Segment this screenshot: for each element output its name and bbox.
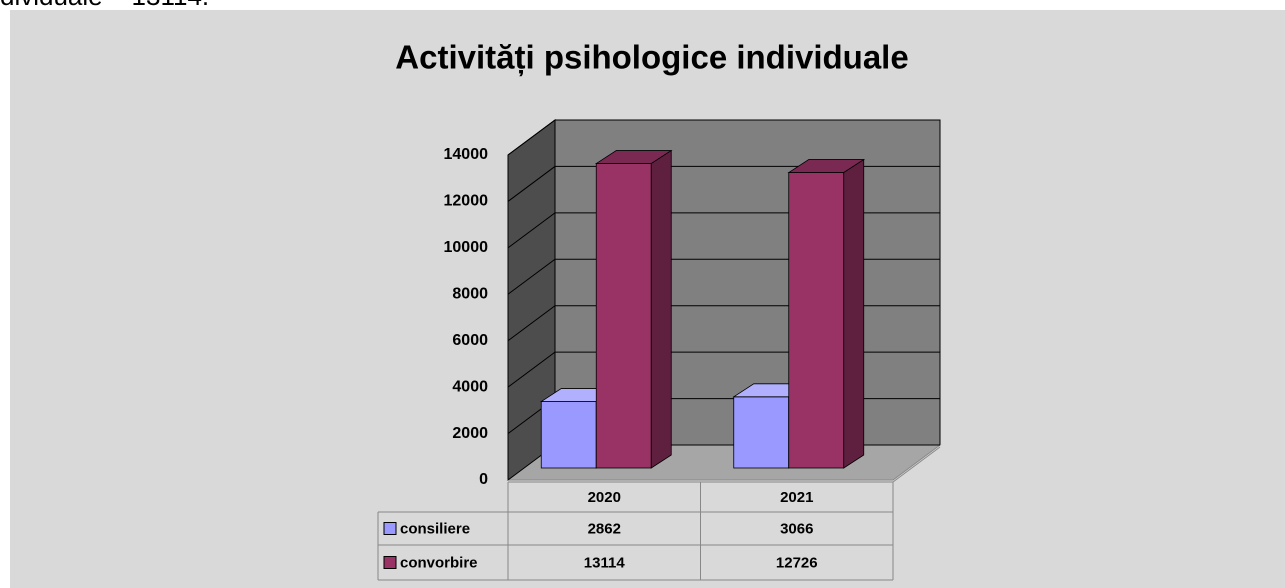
table-value: 3066 bbox=[780, 520, 813, 537]
y-tick-label: 4000 bbox=[452, 378, 488, 395]
grid-line bbox=[507, 119, 940, 156]
legend-label: convorbire bbox=[400, 554, 478, 571]
legend-swatch bbox=[383, 556, 397, 569]
chart-title: Activități psihologice individuale bbox=[395, 39, 908, 77]
table-value: 2862 bbox=[588, 520, 621, 537]
bar-front bbox=[788, 172, 845, 469]
y-tick-label: 14000 bbox=[444, 146, 489, 163]
y-tick-label: 2000 bbox=[452, 425, 488, 442]
table-header: 2021 bbox=[780, 489, 813, 506]
grid-segment bbox=[507, 119, 940, 156]
table-border bbox=[892, 446, 941, 483]
table-value: 13114 bbox=[584, 554, 626, 571]
bar bbox=[787, 158, 866, 469]
bar-front bbox=[733, 396, 790, 469]
bar bbox=[594, 149, 673, 469]
bar-side bbox=[843, 158, 865, 469]
y-tick-label: 0 bbox=[479, 471, 488, 488]
y-tick-label: 6000 bbox=[452, 332, 488, 349]
annotation: dividuale – 13114. bbox=[0, 0, 209, 11]
table-value: 12726 bbox=[776, 554, 818, 571]
legend-label: consiliere bbox=[400, 520, 470, 537]
y-tick-label: 8000 bbox=[452, 286, 488, 303]
table-header: 2020 bbox=[588, 489, 621, 506]
bar-front bbox=[540, 401, 597, 469]
bar-front bbox=[595, 163, 652, 469]
y-tick-label: 12000 bbox=[444, 193, 489, 210]
bar-side bbox=[650, 149, 672, 469]
y-tick-label: 10000 bbox=[444, 239, 489, 256]
legend-swatch bbox=[383, 522, 397, 535]
